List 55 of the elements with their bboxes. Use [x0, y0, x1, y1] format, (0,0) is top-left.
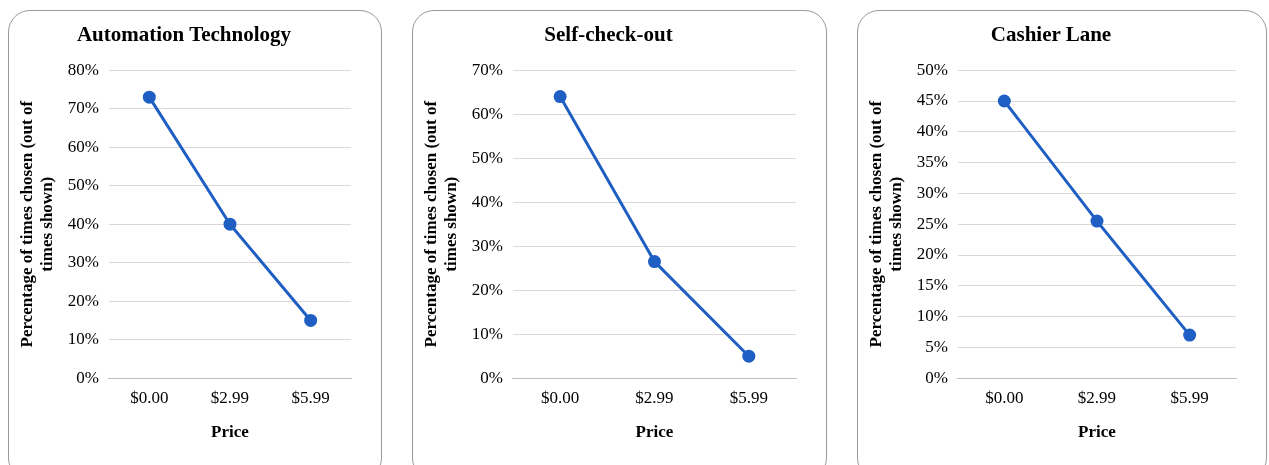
y-tick-label: 80% — [67, 59, 99, 79]
y-tick-label: 40% — [67, 213, 99, 233]
y-tick-label: 30% — [471, 235, 503, 255]
point — [1183, 328, 1197, 342]
y-axis-title: Percentage of times chosen (out of times shown) — [865, 100, 905, 348]
y-tick-label: 10% — [916, 306, 948, 326]
x-tick-label: $5.99 — [291, 387, 330, 407]
x-tick-label: $5.99 — [729, 387, 768, 407]
y-tick-label: 0% — [480, 367, 503, 387]
chart-title: Self-check-out — [544, 22, 673, 47]
x-tick-label: $0.00 — [985, 387, 1024, 407]
y-tick-label: 15% — [916, 275, 948, 295]
point — [553, 90, 567, 104]
y-tick-label: 50% — [67, 175, 99, 195]
y-tick-label: 20% — [471, 279, 503, 299]
y-tick-label: 10% — [67, 329, 99, 349]
x-tick-label: $0.00 — [130, 387, 169, 407]
x-tick-label: $5.99 — [1170, 387, 1209, 407]
point — [1090, 214, 1104, 228]
y-tick-label: 10% — [471, 323, 503, 343]
y-tick-label: 60% — [471, 103, 503, 123]
point — [742, 349, 756, 363]
y-tick-label: 0% — [925, 367, 948, 387]
y-tick-label: 60% — [67, 136, 99, 156]
y-tick-label: 20% — [916, 244, 948, 264]
y-tick-label: 20% — [67, 290, 99, 310]
x-axis-title: Price — [1078, 422, 1117, 442]
y-tick-label: 40% — [916, 121, 948, 141]
y-tick-label: 50% — [916, 59, 948, 79]
x-tick-label: $0.00 — [541, 387, 580, 407]
x-tick-label: $2.99 — [635, 387, 674, 407]
y-tick-label: 50% — [471, 147, 503, 167]
x-tick-label: $2.99 — [1077, 387, 1117, 407]
y-tick-label: 30% — [916, 182, 948, 202]
chart-title: Cashier Lane — [990, 22, 1112, 47]
y-tick-label: 0% — [76, 367, 99, 387]
y-tick-label: 70% — [471, 59, 503, 79]
point — [223, 217, 237, 231]
x-axis-title: Price — [635, 422, 674, 442]
y-tick-label: 30% — [67, 252, 99, 272]
x-tick-label: $2.99 — [210, 387, 250, 407]
y-tick-label: 45% — [916, 90, 948, 110]
y-tick-label: 40% — [471, 191, 503, 211]
point — [304, 313, 318, 327]
y-tick-label: 70% — [67, 98, 99, 118]
y-axis-title: Percentage of times chosen (out of times shown) — [420, 100, 460, 348]
y-tick-label: 5% — [925, 336, 948, 356]
x-axis-title: Price — [211, 422, 250, 442]
y-tick-label: 35% — [916, 152, 948, 172]
point — [142, 90, 156, 104]
y-axis-title: Percentage of times chosen (out of times shown) — [16, 100, 56, 348]
point — [647, 255, 661, 269]
point — [997, 94, 1011, 108]
chart-title: Automation Technology — [76, 22, 292, 47]
y-tick-label: 25% — [916, 213, 948, 233]
